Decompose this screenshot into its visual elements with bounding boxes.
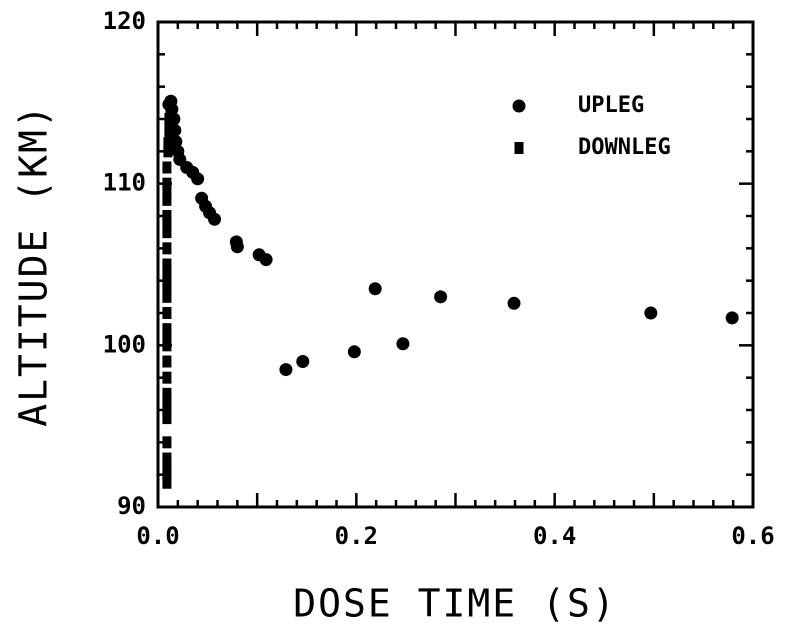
x-tick-label: 0.6 (731, 522, 774, 550)
point (162, 476, 172, 489)
point (347, 345, 361, 359)
point (162, 387, 172, 400)
point (163, 145, 173, 158)
point (162, 218, 172, 231)
point (162, 266, 172, 279)
point (396, 337, 410, 351)
point (195, 191, 209, 205)
point (162, 460, 172, 473)
plot-frame (156, 20, 755, 509)
legend-label: DOWNLEG (578, 135, 671, 160)
point (296, 355, 310, 368)
y-axis-label: ALTITUDE (KM) (12, 103, 56, 426)
point (171, 144, 185, 158)
point (507, 296, 521, 310)
point (162, 290, 172, 303)
point (164, 121, 174, 134)
point (162, 226, 172, 239)
point (229, 235, 243, 249)
point (252, 248, 266, 262)
legend-marker (514, 142, 524, 154)
y-tick-label: 110 (103, 169, 146, 197)
point (165, 96, 175, 109)
point (162, 161, 172, 174)
point (164, 113, 174, 125)
point (162, 404, 172, 416)
point (162, 452, 172, 465)
y-tick-label: 90 (117, 492, 146, 520)
x-tick-label: 0.4 (533, 522, 576, 550)
x-tick-label: 0.0 (136, 522, 179, 550)
y-tick-label: 100 (103, 330, 146, 358)
point (162, 242, 172, 255)
point (165, 104, 175, 117)
point (162, 355, 172, 368)
point (644, 306, 658, 320)
point (162, 258, 172, 271)
point (162, 210, 172, 222)
point (162, 412, 172, 425)
point (162, 282, 172, 295)
x-tick-label: 0.2 (335, 522, 378, 550)
point (162, 193, 172, 206)
point (163, 137, 173, 150)
point (162, 468, 172, 481)
point (162, 274, 172, 287)
point (162, 323, 172, 336)
point (162, 185, 172, 198)
point (162, 436, 172, 449)
x-axis-label: DOSE TIME (S) (293, 582, 616, 626)
legend-marker (512, 99, 526, 113)
point (279, 363, 293, 377)
point (162, 339, 172, 352)
point (368, 282, 382, 296)
y-tick-label: 120 (103, 7, 146, 35)
point (162, 177, 172, 190)
point (162, 371, 172, 384)
legend-label: UPLEG (578, 93, 644, 118)
point (162, 395, 172, 408)
point (164, 129, 174, 142)
point (162, 331, 172, 344)
point (434, 290, 448, 304)
point (162, 307, 172, 319)
point (725, 311, 739, 325)
